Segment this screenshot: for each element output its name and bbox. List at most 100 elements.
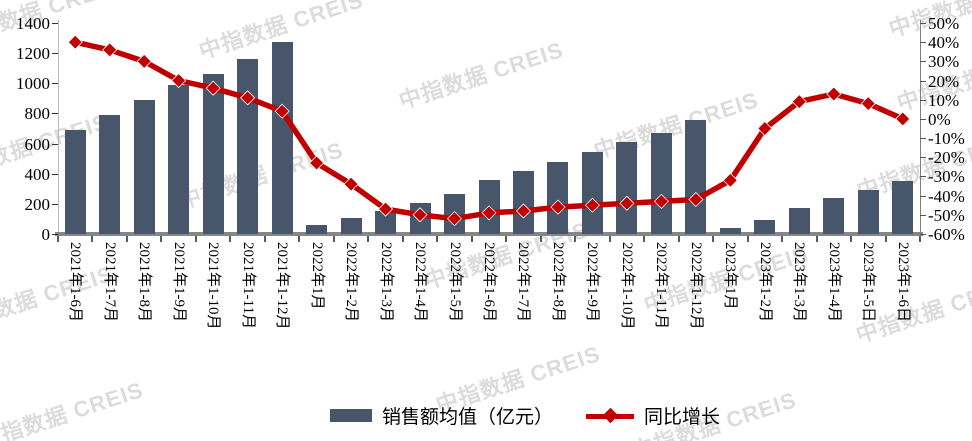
line-marker-2022年1-3月 (377, 201, 394, 217)
x-tick-mark (608, 236, 611, 242)
line-marker-2023年1-3月 (791, 94, 807, 110)
x-axis-label: 2022年1-4月 (412, 242, 429, 322)
x-axis-label: 2021年1-7月 (101, 242, 118, 322)
x-tick-mark (884, 236, 887, 242)
bar-2022年1-11月 (650, 132, 672, 234)
legend-diamond-marker (602, 407, 619, 424)
x-axis-label: 2022年1-12月 (687, 242, 704, 330)
x-tick-mark (263, 236, 266, 242)
line-marker-2022年1-7月 (515, 203, 532, 219)
x-axis-label: 2021年1-12月 (274, 242, 291, 330)
line-marker-2021年1-6月 (67, 34, 83, 50)
bar-2022年1-12月 (685, 119, 707, 234)
y-left-tick-label: 0 (41, 225, 51, 244)
y-left-tick-mark (52, 23, 58, 24)
line-marker-2022年1-11月 (653, 193, 669, 209)
y-right-tick-label: -40% (928, 186, 965, 206)
line-marker-2023年1-2月 (757, 120, 773, 137)
bar-2022年1-7月 (512, 171, 534, 234)
line-marker-2023年1月 (722, 172, 738, 188)
y-left-tick-mark (52, 203, 58, 205)
y-left-tick-mark (52, 143, 58, 145)
line-marker-2023年1-4月 (826, 86, 842, 102)
line-marker-2022年1-6月 (481, 205, 497, 221)
bar-2022年1月 (306, 224, 328, 234)
x-axis-label: 2022年1-5月 (446, 242, 463, 322)
x-axis-label: 2022年1-2月 (343, 242, 360, 322)
line-marker-2022年1-5月 (446, 211, 463, 227)
line-marker-2021年1-7月 (102, 42, 118, 58)
x-tick-mark (436, 236, 439, 242)
x-axis-label: 2022年1-7月 (515, 242, 532, 322)
x-tick-mark (677, 236, 680, 242)
bar-2022年1-2月 (340, 218, 362, 234)
y-right-tick-mark (920, 61, 926, 63)
y-right-tick-label: 10% (928, 90, 960, 110)
line-series (67, 34, 911, 227)
y-right-tick-label: -10% (928, 129, 965, 149)
y-left-tick-label: 1000 (16, 74, 50, 94)
y-left-tick-label: 1200 (16, 44, 50, 64)
bar-2023年1月 (719, 227, 741, 234)
y-left-tick-label: 800 (24, 104, 51, 124)
y-left-tick-mark (52, 234, 58, 235)
x-tick-mark (91, 236, 94, 242)
bar-2022年1-8月 (547, 162, 569, 234)
x-axis-label: 2021年1-10月 (205, 242, 222, 330)
line-marker-2021年1-11月 (240, 90, 256, 106)
x-axis-label: 2022年1-9月 (584, 242, 601, 322)
x-axis-label: 2022年1月 (308, 242, 325, 310)
x-axis-label: 2023年1-2月 (756, 242, 773, 322)
y-right-tick-label: 0% (928, 109, 951, 129)
y-right-tick-mark (920, 23, 926, 24)
y-right-tick-mark (920, 138, 926, 140)
growth-line (72, 39, 906, 222)
bar-2021年1-9月 (168, 85, 190, 234)
x-tick-mark (332, 236, 335, 242)
y-axis-left-line (58, 20, 59, 234)
watermark-text: 中指数据 CREIS (0, 261, 117, 338)
x-axis-label: 2022年1-3月 (377, 242, 394, 322)
y-left-tick-label: 600 (24, 134, 51, 154)
y-right-tick-label: 30% (928, 52, 960, 72)
line-marker-2023年1-5日 (860, 95, 876, 112)
x-tick-mark (401, 236, 404, 242)
y-left-tick-label: 1400 (16, 14, 50, 33)
line-marker-2021年1-10月 (205, 80, 221, 96)
x-axis-label: 2022年1-11月 (653, 242, 670, 329)
y-right-tick-mark (920, 99, 926, 101)
x-tick-mark (125, 236, 128, 242)
y-left-tick-mark (52, 53, 58, 55)
plot-area (58, 23, 920, 234)
line-marker-2022年1-9月 (584, 197, 601, 213)
y-right-tick-label: -60% (928, 225, 965, 244)
y-right-tick-label: -20% (928, 148, 965, 168)
x-tick-mark (160, 236, 163, 242)
bar-2023年1-4月 (823, 197, 845, 234)
x-axis-label: 2022年1-6月 (481, 242, 497, 322)
x-tick-mark (574, 236, 577, 242)
legend-label: 销售额均值（亿元） (382, 407, 554, 428)
x-axis-label: 2021年1-8月 (136, 242, 153, 322)
x-tick-mark (919, 236, 921, 242)
legend: 销售额均值（亿元） 同比增长 (0, 400, 972, 432)
y-axis-right-line (920, 20, 921, 237)
x-tick-mark (815, 236, 818, 242)
legend-bar-swatch (330, 409, 372, 422)
x-tick-mark (367, 236, 370, 242)
line-marker-2022年1月 (309, 155, 325, 171)
y-right-tick-label: -50% (928, 205, 965, 225)
y-left-tick-label: 200 (24, 194, 51, 214)
x-tick-mark (194, 236, 197, 242)
y-right-tick-label: 40% (928, 33, 960, 53)
x-axis-label: 2021年1-9月 (170, 242, 187, 322)
bar-2023年1-3月 (788, 208, 810, 234)
x-axis-label: 2022年1-10月 (618, 242, 635, 330)
y-left-tick-label: 400 (24, 164, 51, 184)
bar-2021年1-6月 (64, 129, 86, 234)
y-right-tick-label: 50% (928, 14, 960, 33)
x-axis-label: 2022年1-8月 (549, 242, 566, 322)
bar-2021年1-11月 (237, 59, 259, 234)
x-axis-line (55, 232, 923, 236)
